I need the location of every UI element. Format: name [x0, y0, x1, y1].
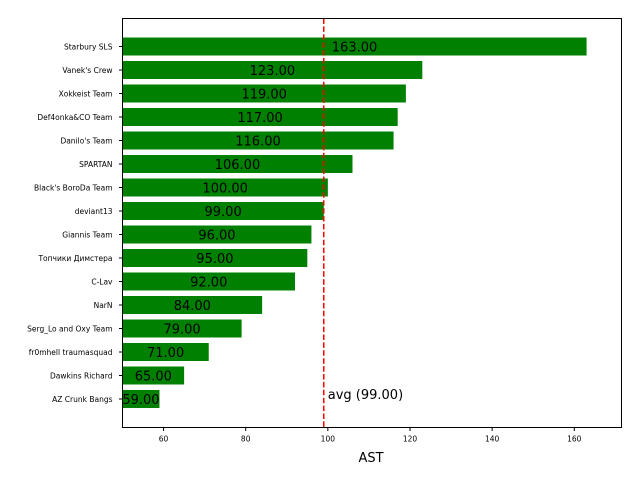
x-tick-label: 120	[403, 435, 418, 444]
bar	[122, 366, 185, 385]
bar	[122, 249, 308, 267]
bar-value-label: 117.00	[237, 111, 283, 126]
bar-value-label: 84.00	[174, 299, 211, 314]
x-tick-label: 100	[321, 435, 336, 444]
bar-value-label: 79.00	[163, 323, 200, 338]
category-label: Топчики Димстера	[37, 254, 112, 263]
x-tick-label: 60	[159, 435, 169, 444]
x-tick-label: 80	[241, 435, 251, 444]
category-label: SPARTAN	[79, 160, 112, 169]
bar	[122, 272, 295, 291]
category-label: deviant13	[75, 207, 113, 216]
category-label: Def4onka&CO Team	[37, 113, 112, 122]
bar	[122, 84, 406, 103]
category-label: Dawkins Richard	[50, 372, 113, 381]
bar	[122, 225, 312, 244]
bar	[122, 131, 394, 150]
bar-value-label: 92.00	[190, 276, 227, 291]
average-line-label: avg (99.00)	[328, 388, 403, 403]
bar-value-label: 119.00	[241, 88, 287, 103]
bar	[122, 319, 242, 338]
bar	[122, 155, 353, 173]
bar-value-label: 96.00	[198, 229, 235, 244]
bar	[122, 343, 209, 361]
x-axis-title: AST	[358, 451, 383, 466]
plot-frame	[122, 18, 622, 428]
bar	[122, 202, 324, 220]
labels-layer: 163.00 123.00 119.00 117.00 116.00 106.00 100.…	[122, 41, 377, 409]
category-label: fr0mhell traumasquad	[29, 348, 113, 357]
bar	[122, 390, 160, 408]
bar-value-label: 59.00	[122, 393, 159, 408]
category-label: Danilo's Team	[60, 137, 112, 146]
category-label: Serg_Lo and Oxy Team	[27, 325, 112, 334]
bar-value-label: 71.00	[147, 346, 184, 361]
category-label: Black's BoroDa Team	[34, 184, 112, 193]
bar	[122, 178, 328, 197]
bar-value-label: 163.00	[332, 41, 378, 56]
bar-value-label: 106.00	[215, 158, 261, 173]
category-label: Giannis Team	[62, 231, 112, 240]
category-label: Starbury SLS	[64, 43, 113, 52]
category-label: C-Lav	[91, 278, 113, 287]
bar	[122, 296, 263, 314]
x-tick-label: 160	[567, 435, 582, 444]
reference-layer: avg (99.00)	[322, 18, 403, 428]
x-tick-label: 140	[485, 435, 500, 444]
bar	[122, 37, 587, 56]
bars-layer	[122, 37, 587, 408]
bar	[122, 108, 398, 126]
bar-value-label: 95.00	[196, 252, 233, 267]
bar	[122, 61, 423, 79]
bar-value-label: 99.00	[205, 205, 242, 220]
bar-value-label: 116.00	[235, 135, 281, 150]
category-label: Vanek's Crew	[62, 66, 112, 75]
category-label: AZ Crunk Bangs	[52, 395, 112, 404]
bar-value-label: 123.00	[250, 64, 296, 79]
axis-layer: Starbury SLS Vanek's Crew Xokkeist Team Def…	[27, 43, 581, 444]
bar-value-label: 65.00	[135, 370, 172, 385]
category-label: Xokkeist Team	[59, 90, 113, 99]
bar-value-label: 100.00	[202, 182, 248, 197]
category-label: NarN	[94, 301, 113, 310]
